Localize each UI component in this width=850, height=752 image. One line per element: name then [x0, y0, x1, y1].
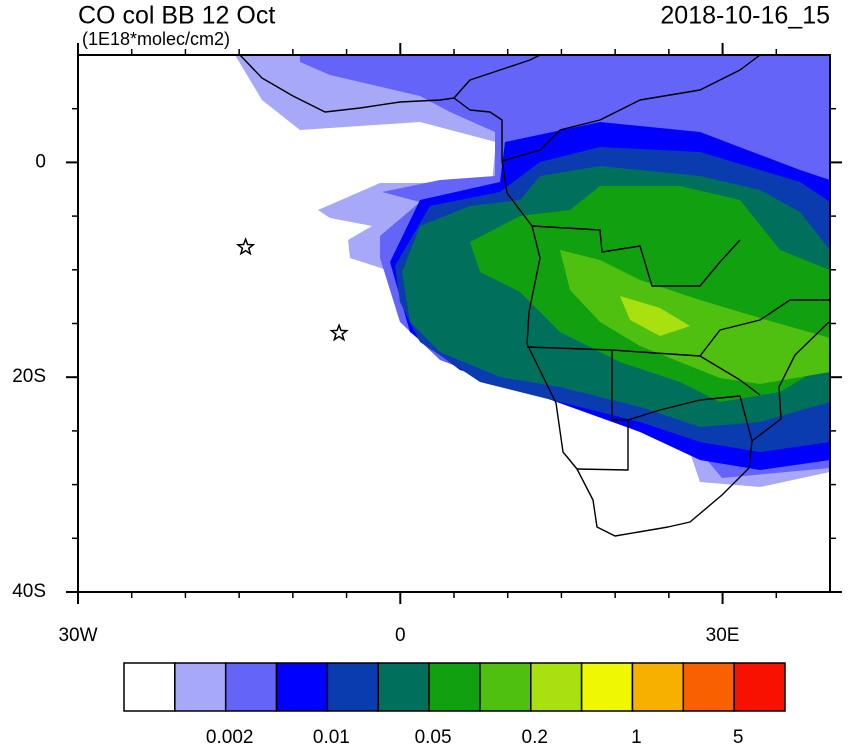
plume	[235, 55, 830, 487]
title: CO col BB 12 Oct	[78, 2, 275, 30]
x-tick-label: 30E	[706, 625, 740, 646]
site-marker	[235, 237, 256, 256]
colorbar-box	[479, 662, 532, 712]
colorbar-label: 0.01	[313, 727, 350, 747]
border	[627, 395, 753, 442]
plume-contour	[560, 250, 830, 384]
units: (1E18*molec/cm2)	[82, 29, 230, 49]
colorbar-label: 5	[733, 727, 744, 747]
border	[526, 346, 701, 357]
colorbar-box	[530, 662, 583, 712]
colorbar-box	[733, 662, 786, 712]
colorbar-box	[123, 662, 176, 712]
colorbar-label: 1	[631, 727, 642, 747]
coastline	[239, 55, 830, 537]
x-tick-label: 0	[395, 625, 406, 646]
colorbar-box	[682, 662, 735, 712]
colorbar-box	[377, 662, 430, 712]
colorbar-label: 0.2	[522, 727, 548, 747]
colorbar-label: 0.05	[415, 727, 452, 747]
coastlines	[239, 55, 830, 537]
border	[699, 355, 761, 396]
y-tick-label: 20S	[12, 366, 46, 387]
border	[501, 55, 761, 162]
colorbar-box	[275, 662, 329, 712]
colorbar-box	[580, 662, 634, 712]
timestamp: 2018-10-16_15	[660, 2, 830, 30]
plume-contour	[620, 296, 690, 336]
colorbar-box	[224, 662, 278, 712]
colorbar: 0.002 0.01 0.05 0.2 1 5	[123, 662, 786, 748]
y-tick-label: 0	[35, 151, 46, 172]
colorbar-box	[174, 662, 227, 712]
colorbar-box	[326, 662, 379, 712]
map-field	[235, 55, 830, 537]
border	[531, 225, 741, 287]
x-tick-label: 30W	[58, 625, 97, 646]
colorbar-label: 0.002	[206, 727, 254, 747]
site-marker	[329, 323, 349, 342]
colorbar-box	[631, 662, 685, 712]
border	[699, 299, 830, 357]
colorbar-box	[428, 662, 481, 712]
y-tick-label: 40S	[12, 581, 46, 602]
border	[453, 55, 541, 99]
